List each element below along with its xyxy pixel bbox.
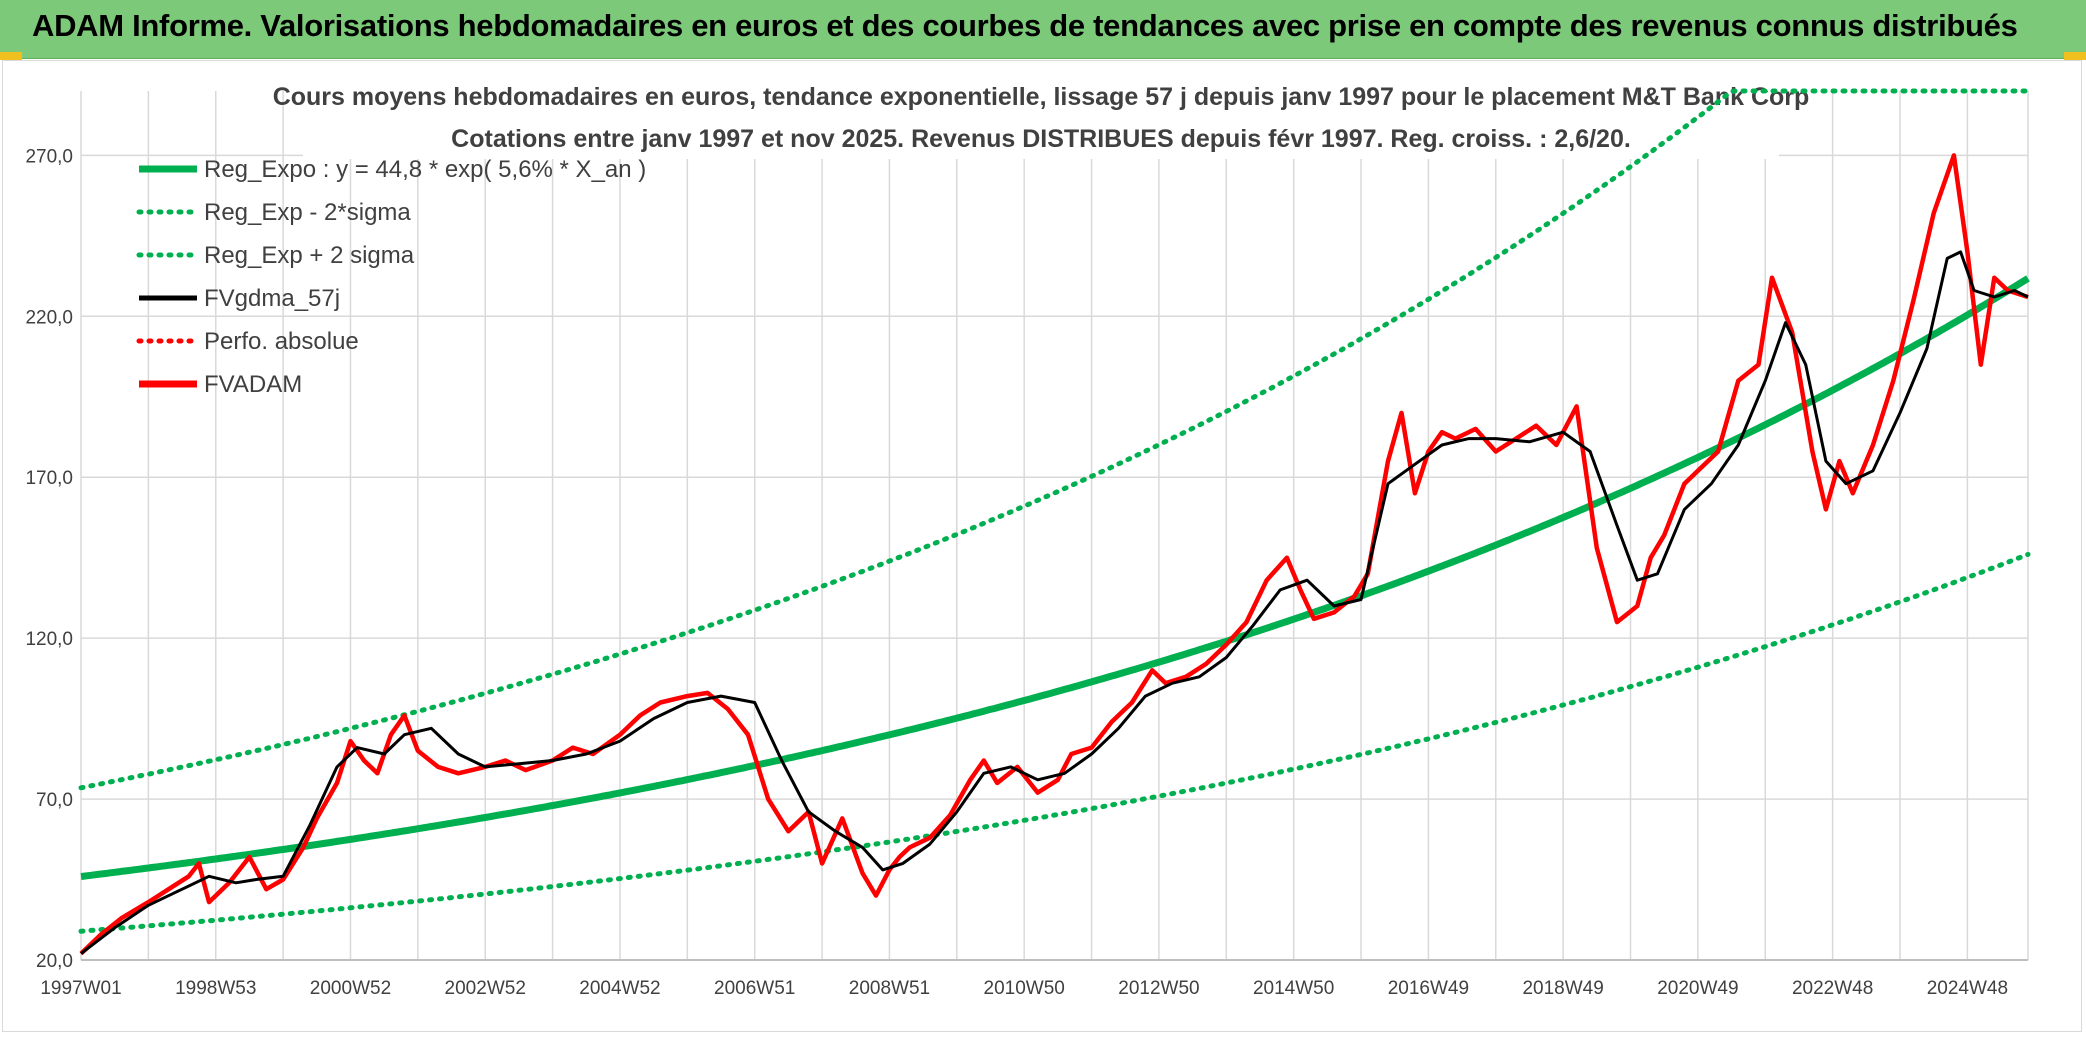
- legend-label: Reg_Exp + 2 sigma: [204, 242, 415, 269]
- y-tick-label: 70,0: [36, 790, 73, 811]
- x-tick-label: 2018W49: [1522, 978, 1603, 999]
- y-tick-label: 170,0: [25, 468, 73, 489]
- x-tick-label: 2022W48: [1792, 978, 1873, 999]
- x-tick-label: 2008W51: [849, 978, 930, 999]
- y-tick-label: 220,0: [25, 307, 73, 328]
- x-tick-label: 2016W49: [1388, 978, 1469, 999]
- legend-label: Reg_Expo : y = 44,8 * exp( 5,6% * X_an ): [204, 156, 646, 183]
- x-tick-label: 1997W01: [40, 978, 121, 999]
- chart-svg: Cours moyens hebdomadaires en euros, ten…: [25, 75, 2031, 999]
- chart-title-background: [303, 75, 1779, 159]
- corner-marker-right: [2064, 52, 2086, 60]
- x-axis-ticks: 1997W01 1998W53 2000W52 2002W52 2004W52 2006W…: [40, 978, 2008, 999]
- series-fvadam: [79, 153, 2029, 956]
- chart-subtitle: Cotations entre janv 1997 et nov 2025. R…: [451, 125, 1631, 153]
- corner-marker-left: [0, 52, 22, 60]
- x-tick-label: 2014W50: [1253, 978, 1334, 999]
- x-tick-label: 2006W51: [714, 978, 795, 999]
- series-layer: [78, 88, 2031, 956]
- x-tick-label: 2024W48: [1927, 978, 2008, 999]
- header-bar: ADAM Informe. Valorisations hebdomadaire…: [0, 0, 2086, 59]
- x-tick-label: 2000W52: [310, 978, 391, 999]
- chart-title: Cours moyens hebdomadaires en euros, ten…: [273, 83, 1810, 111]
- legend-label: Reg_Exp - 2*sigma: [204, 199, 411, 226]
- x-tick-label: 1998W53: [175, 978, 256, 999]
- y-tick-label: 120,0: [25, 629, 73, 650]
- x-tick-label: 2002W52: [445, 978, 526, 999]
- series-fvgdma-57j: [80, 250, 2029, 955]
- legend-label: FVgdma_57j: [204, 285, 340, 312]
- legend-label: FVADAM: [204, 371, 302, 398]
- page-title: ADAM Informe. Valorisations hebdomadaire…: [32, 8, 2018, 43]
- y-tick-label: 20,0: [36, 951, 73, 972]
- legend: Reg_Expo : y = 44,8 * exp( 5,6% * X_an )…: [136, 156, 646, 398]
- x-tick-label: 2010W50: [984, 978, 1065, 999]
- x-tick-label: 2004W52: [579, 978, 660, 999]
- series-reg-expo: [80, 275, 2030, 880]
- y-axis-ticks: 20,0 70,0 120,0 170,0 220,0 270,0: [25, 146, 73, 972]
- legend-label: Perfo. absolue: [204, 328, 359, 355]
- series-reg-exp-minus-2sigma: [78, 551, 2031, 934]
- y-tick-label: 270,0: [25, 146, 73, 167]
- chart-area: Cours moyens hebdomadaires en euros, ten…: [2, 60, 2082, 1032]
- x-tick-label: 2012W50: [1118, 978, 1199, 999]
- x-tick-label: 2020W49: [1657, 978, 1738, 999]
